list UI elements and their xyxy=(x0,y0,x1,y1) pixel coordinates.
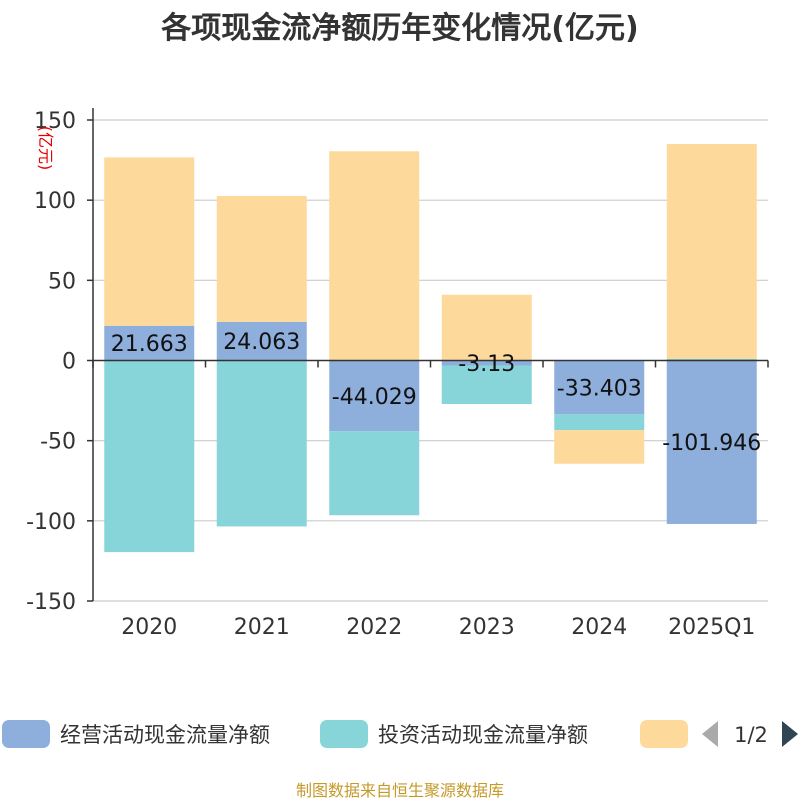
legend-label-0[interactable]: 经营活动现金流量净额 xyxy=(60,723,270,747)
legend-swatch-2[interactable] xyxy=(640,720,688,748)
data-label-2023: -3.13 xyxy=(458,352,515,377)
bar-investing-2020[interactable] xyxy=(104,360,195,553)
bar-financing-2025Q1[interactable] xyxy=(666,144,757,359)
bar-operating-2020[interactable] xyxy=(104,325,195,361)
y-tick-label: 100 xyxy=(34,189,76,214)
x-tick-label: 2025Q1 xyxy=(668,615,755,640)
legend-swatch-0[interactable] xyxy=(2,720,50,748)
y-tick-label: 150 xyxy=(34,109,76,134)
data-label-2022: -44.029 xyxy=(332,385,417,410)
data-source-note: 制图数据来自恒生聚源数据库 xyxy=(296,781,504,800)
bar-financing-2023[interactable] xyxy=(441,294,532,361)
bar-financing-2020[interactable] xyxy=(104,157,195,326)
chart-title: 各项现金流净额历年变化情况(亿元) xyxy=(160,11,638,46)
bar-investing-2022[interactable] xyxy=(329,431,420,516)
y-tick-label: -100 xyxy=(26,510,76,535)
x-tick-label: 2021 xyxy=(234,615,290,640)
data-labels: 21.663 24.063 -44.029 -3.13 -33.403 -101.946 xyxy=(111,330,761,456)
y-tick-label: -150 xyxy=(26,590,76,615)
y-tick-label: 50 xyxy=(48,269,76,294)
axes xyxy=(87,108,769,602)
bar-investing-2024[interactable] xyxy=(554,414,645,431)
y-tick-label: -50 xyxy=(40,430,76,455)
legend-swatch-1[interactable] xyxy=(320,720,368,748)
bar-financing-2021[interactable] xyxy=(216,196,307,322)
legend-next-page-icon[interactable] xyxy=(782,721,798,747)
tick-labels: 150 100 50 0 -50 -100 -150 2020 2021 2022 2023 2024… xyxy=(26,109,755,640)
legend-prev-page-icon[interactable] xyxy=(702,721,718,747)
bar-operating-2025Q1[interactable] xyxy=(666,360,757,524)
bars xyxy=(104,144,757,553)
bar-operating-2022[interactable] xyxy=(329,360,420,432)
y-axis-unit: (亿元) xyxy=(36,126,55,171)
y-tick-label: 0 xyxy=(62,350,76,375)
legend-page-indicator: 1/2 xyxy=(734,723,768,747)
x-tick-label: 2024 xyxy=(571,615,627,640)
data-label-2021: 24.063 xyxy=(223,330,300,355)
x-tick-label: 2023 xyxy=(459,615,515,640)
bar-investing-2023[interactable] xyxy=(441,365,532,404)
x-tick-label: 2020 xyxy=(121,615,177,640)
legend-label-1[interactable]: 投资活动现金流量净额 xyxy=(378,723,588,747)
bar-financing-2022[interactable] xyxy=(329,151,420,361)
bar-investing-2021[interactable] xyxy=(216,360,307,527)
legend: 经营活动现金流量净额 投资活动现金流量净额 1/2 xyxy=(2,720,798,748)
bar-operating-2023[interactable] xyxy=(441,360,532,366)
bar-investing-2025Q1[interactable] xyxy=(666,358,757,361)
bar-financing-2024[interactable] xyxy=(554,430,645,464)
grid xyxy=(93,119,768,602)
bar-operating-2021[interactable] xyxy=(216,321,307,361)
data-label-2020: 21.663 xyxy=(111,332,188,357)
x-tick-label: 2022 xyxy=(346,615,402,640)
bar-operating-2024[interactable] xyxy=(554,360,645,415)
data-label-2025Q1: -101.946 xyxy=(662,431,761,456)
data-label-2024: -33.403 xyxy=(557,376,642,401)
